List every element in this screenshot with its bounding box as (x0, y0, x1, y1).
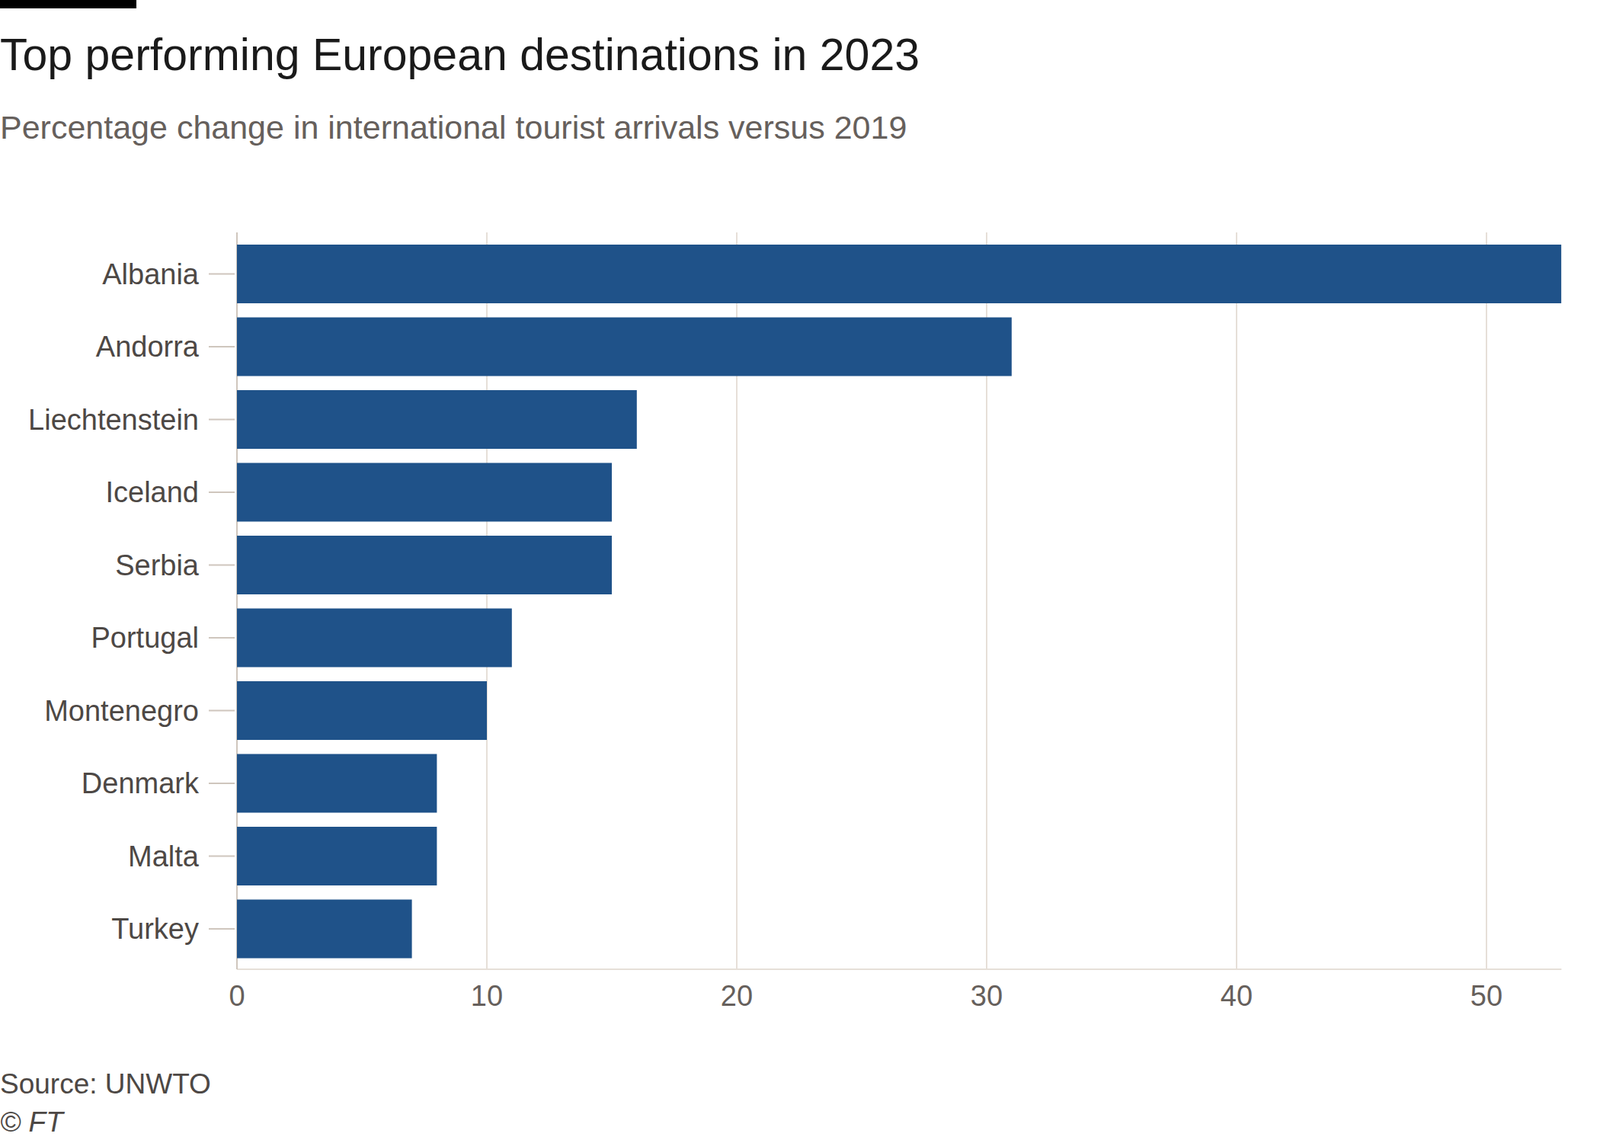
grid-line (1235, 232, 1238, 970)
source: Source: UNWTO (0, 1068, 212, 1100)
category-tick (208, 345, 235, 348)
bar (236, 608, 512, 668)
bar (236, 754, 437, 813)
bar (236, 826, 437, 886)
tick-label: 50 (1470, 979, 1503, 1012)
subtitle: Percentage change in international touri… (0, 108, 907, 146)
bar (236, 390, 637, 449)
category-label: Malta (128, 840, 200, 873)
bar (236, 244, 1562, 304)
bar (236, 681, 487, 740)
category-tick (208, 564, 235, 567)
tick-label: 40 (1220, 979, 1253, 1012)
category-tick (208, 855, 235, 858)
background (0, 0, 1600, 1143)
grid (236, 232, 1487, 970)
category-tick (208, 928, 235, 930)
credit: © FT (0, 1106, 65, 1138)
category-label: Liechtenstein (28, 403, 199, 436)
bar (236, 899, 413, 959)
category-tick (208, 636, 235, 639)
category-label: Montenegro (44, 694, 199, 727)
category-label: Denmark (81, 767, 200, 800)
bar (236, 535, 612, 595)
grid-line (1485, 232, 1488, 970)
chart-container: Top performing European destinations in … (0, 0, 1600, 1143)
category-label: Andorra (96, 330, 200, 363)
bars (236, 244, 1562, 959)
bar (236, 317, 1012, 377)
category-label: Turkey (111, 912, 199, 945)
top-rule (0, 0, 137, 9)
category-tick (208, 782, 235, 784)
x-axis-line (236, 968, 1562, 970)
bar (236, 463, 612, 522)
tick-label: 10 (470, 979, 503, 1012)
tick-label: 0 (228, 979, 245, 1012)
tick-label: 20 (720, 979, 753, 1012)
category-tick (208, 491, 235, 493)
chart-svg: Top performing European destinations in … (0, 0, 1600, 1143)
title: Top performing European destinations in … (0, 29, 920, 80)
category-tick (208, 419, 235, 421)
category-label: Albania (102, 258, 200, 291)
category-label: Iceland (105, 476, 199, 509)
category-label: Portugal (90, 621, 199, 654)
category-tick (208, 273, 235, 276)
category-tick (208, 710, 235, 712)
category-label: Serbia (115, 549, 200, 582)
tick-label: 30 (970, 979, 1003, 1012)
